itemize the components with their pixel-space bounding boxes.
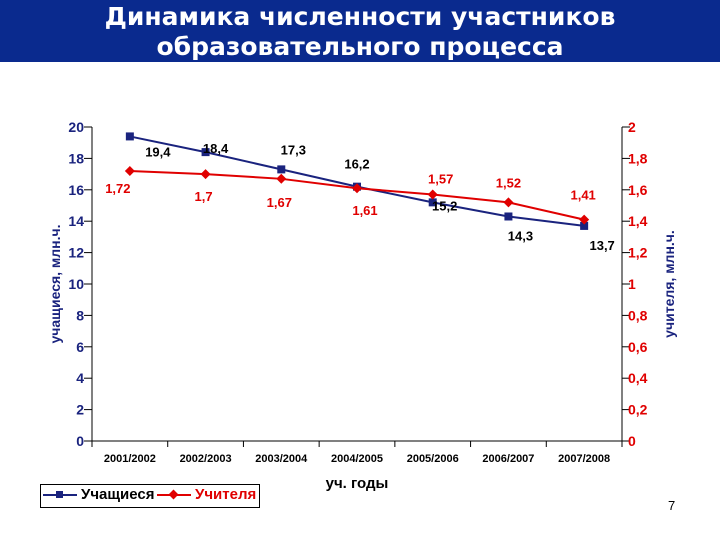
right-tick-label: 1,6 (628, 182, 648, 198)
data-point-teachers (200, 169, 211, 180)
data-label-teachers: 1,52 (496, 175, 521, 190)
data-point-students (125, 132, 134, 141)
data-point-teachers (503, 197, 514, 208)
title-line-1: Динамика численности участников (104, 2, 616, 31)
right-tick-label: 1,8 (628, 150, 648, 166)
data-point-teachers (579, 214, 590, 225)
right-tick-label: 1,2 (628, 245, 648, 261)
legend-item-students: Учащиеся (43, 486, 155, 503)
right-tick-label: 0,2 (628, 402, 648, 418)
legend-square-marker (56, 490, 63, 498)
data-label-students: 17,3 (281, 142, 306, 157)
data-point-teachers (124, 165, 135, 176)
data-label-students: 15,2 (432, 198, 457, 213)
data-label-teachers: 1,61 (352, 203, 377, 218)
x-tick-label: 2007/2008 (558, 453, 610, 465)
data-label-students: 16,2 (344, 157, 369, 172)
left-tick-label: 12 (68, 245, 84, 261)
data-label-students: 18,4 (203, 141, 229, 156)
data-label-students: 19,4 (145, 144, 171, 159)
right-tick-label: 1,4 (628, 213, 648, 229)
left-tick-label: 4 (76, 370, 84, 386)
right-tick-label: 0 (628, 433, 636, 449)
legend-diamond-marker (168, 489, 179, 499)
data-label-teachers: 1,57 (428, 172, 453, 187)
x-tick-label: 2004/2005 (331, 453, 383, 465)
page-number: 7 (668, 498, 676, 513)
legend-label-students: Учащиеся (81, 486, 155, 503)
x-tick-label: 2005/2006 (407, 453, 459, 465)
title-line-2: образовательного процесса (156, 32, 564, 61)
data-label-students: 14,3 (508, 228, 533, 243)
left-tick-label: 10 (68, 276, 84, 292)
right-tick-label: 0,6 (628, 339, 648, 355)
right-axis-title: учителя, млн.ч. (661, 230, 677, 338)
legend-line-students (43, 490, 77, 498)
x-tick-label: 2006/2007 (482, 453, 534, 465)
left-tick-label: 20 (68, 119, 84, 135)
left-tick-label: 8 (76, 307, 84, 323)
x-tick-label: 2002/2003 (180, 453, 232, 465)
right-tick-label: 2 (628, 119, 636, 135)
data-point-students (504, 212, 513, 221)
legend-line-teachers (157, 489, 191, 499)
x-tick-label: 2003/2004 (255, 453, 308, 465)
right-tick-label: 1 (628, 276, 636, 292)
right-tick-label: 0,4 (628, 370, 648, 386)
left-tick-label: 18 (68, 150, 84, 166)
data-label-teachers: 1,72 (105, 181, 130, 196)
data-label-teachers: 1,41 (570, 188, 595, 203)
data-point-students (428, 198, 437, 207)
data-point-students (277, 165, 286, 174)
data-point-students (201, 148, 210, 157)
right-tick-label: 0,8 (628, 307, 648, 323)
left-tick-label: 14 (68, 213, 84, 229)
title-banner (0, 0, 720, 62)
x-axis-title: уч. годы (326, 475, 389, 492)
left-tick-label: 6 (76, 339, 84, 355)
left-tick-label: 0 (76, 433, 84, 449)
legend-item-teachers: Учителя (157, 486, 256, 503)
x-tick-label: 2001/2002 (104, 453, 156, 465)
left-axis-title: учащиеся, млн.ч. (47, 224, 63, 343)
data-label-teachers: 1,67 (267, 195, 292, 210)
left-tick-label: 16 (68, 182, 84, 198)
data-label-students: 13,7 (589, 238, 614, 253)
data-label-teachers: 1,7 (195, 189, 213, 204)
chart-legend: Учащиеся Учителя (40, 484, 260, 508)
data-point-students (580, 221, 589, 230)
slide-title: Динамика численности участников образова… (0, 2, 720, 62)
data-point-teachers (352, 183, 362, 194)
legend-label-teachers: Учителя (195, 486, 257, 503)
data-point-teachers (276, 173, 287, 184)
left-tick-label: 2 (76, 402, 84, 418)
data-point-teachers (427, 189, 438, 200)
